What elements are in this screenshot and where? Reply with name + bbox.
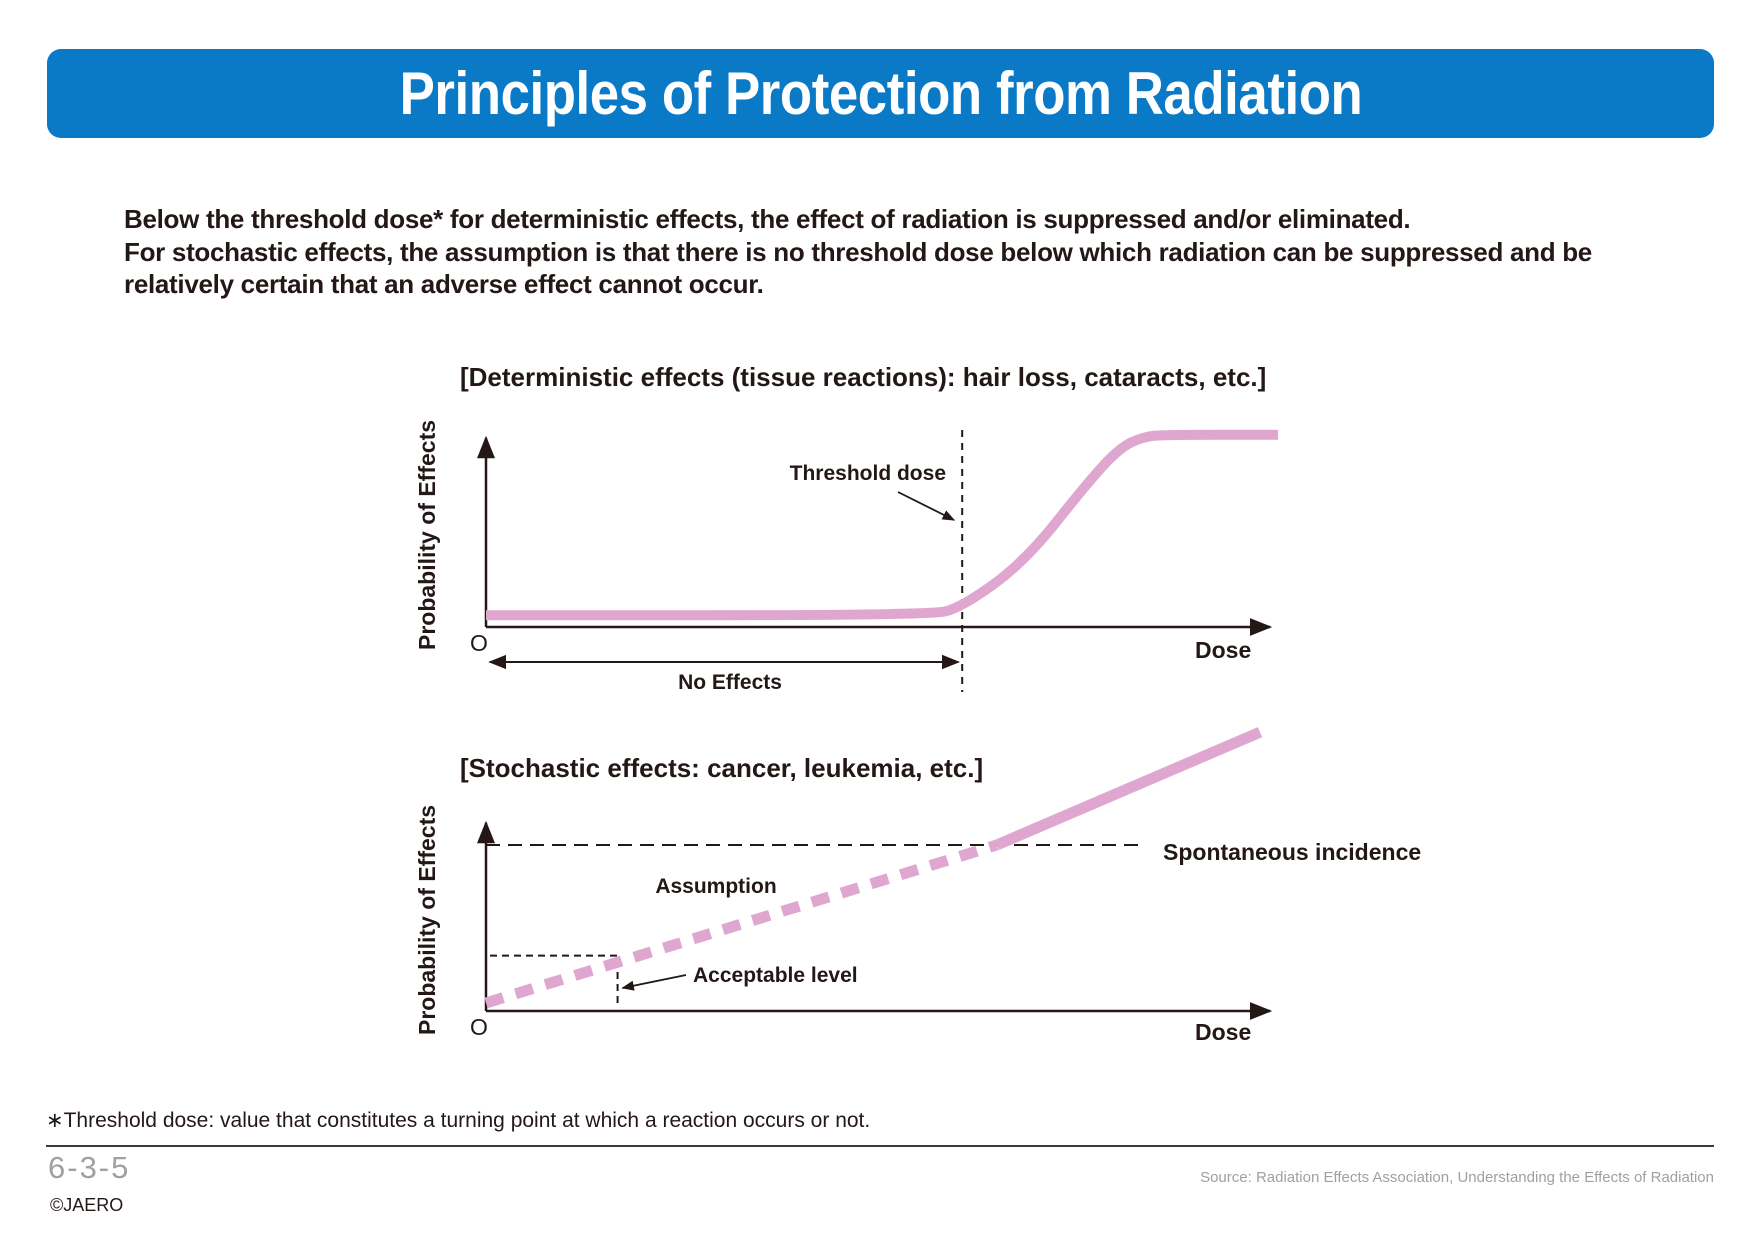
spontaneous-incidence-label: Spontaneous incidence — [1163, 839, 1421, 865]
intro-line-1: Below the threshold dose* for determinis… — [124, 204, 1411, 234]
deterministic-x-label: Dose — [1195, 637, 1251, 663]
stochastic-assumed-line — [484, 839, 999, 1009]
acceptable-pointer-arrow — [621, 974, 687, 991]
stochastic-y-label: Probability of Effects — [414, 805, 440, 1035]
acceptable-level-label: Acceptable level — [693, 964, 858, 987]
charts-canvas: [Deterministic effects (tissue reactions… — [414, 362, 1421, 1045]
intro-line-2: For stochastic effects, the assumption i… — [124, 236, 1592, 300]
deterministic-title: [Deterministic effects (tissue reactions… — [460, 362, 1266, 392]
acceptable-level-guide — [490, 954, 619, 1007]
page-number: 6-3-5 — [48, 1150, 131, 1185]
deterministic-y-label: Probability of Effects — [414, 420, 440, 650]
stochastic-chart: [Stochastic effects: cancer, leukemia, e… — [414, 727, 1421, 1045]
stochastic-x-label: Dose — [1195, 1019, 1251, 1045]
footnote: ∗Threshold dose: value that constitutes … — [46, 1109, 871, 1132]
deterministic-chart: [Deterministic effects (tissue reactions… — [414, 362, 1278, 694]
threshold-dose-label: Threshold dose — [790, 462, 946, 485]
page-title: Principles of Protection from Radiation — [399, 60, 1362, 127]
deterministic-curve — [486, 429, 1278, 621]
assumption-label: Assumption — [655, 875, 776, 898]
intro-text: Below the threshold dose* for determinis… — [124, 203, 1684, 301]
stochastic-origin-label: O — [470, 1014, 488, 1040]
copyright: ©JAERO — [50, 1195, 124, 1215]
stochastic-observed-line — [994, 727, 1263, 851]
title-banner: Principles of Protection from Radiation — [47, 49, 1714, 138]
no-effects-label: No Effects — [678, 671, 782, 694]
deterministic-origin-label: O — [470, 630, 488, 656]
threshold-pointer-arrow — [897, 491, 956, 521]
stochastic-title: [Stochastic effects: cancer, leukemia, e… — [460, 753, 983, 783]
source-credit: Source: Radiation Effects Association, U… — [1200, 1169, 1714, 1186]
footer-divider — [46, 1145, 1714, 1147]
